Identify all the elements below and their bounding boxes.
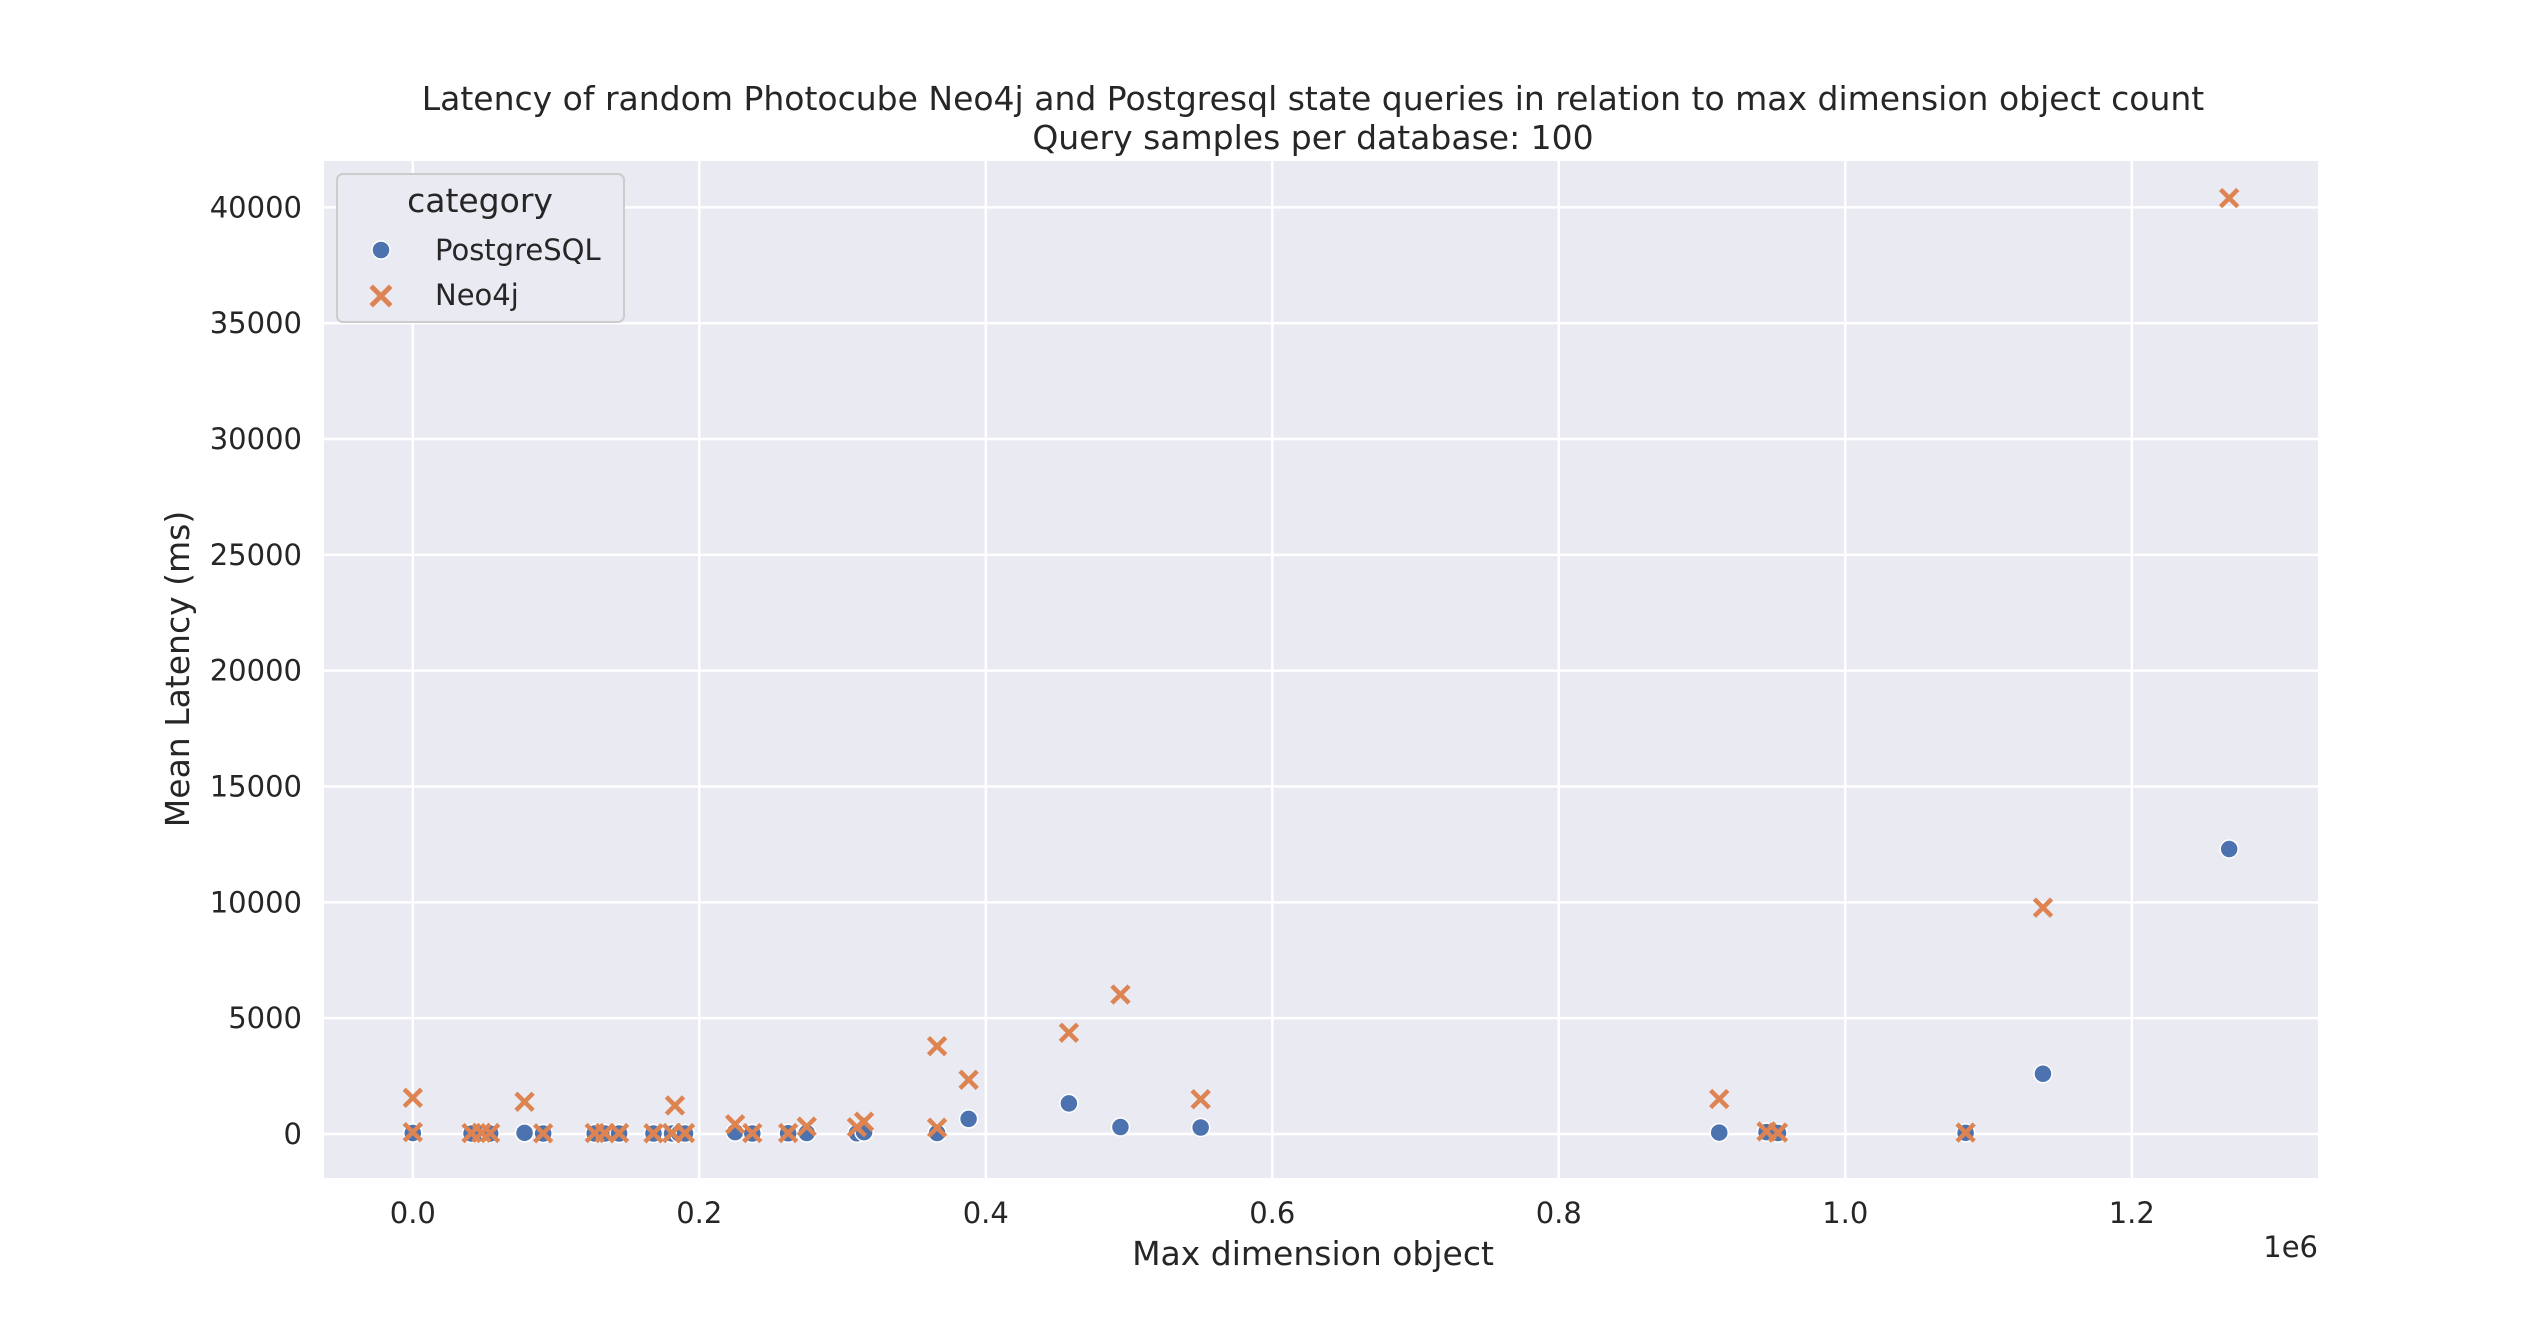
x-tick-label: 1.2	[2109, 1196, 2155, 1230]
y-tick-label: 15000	[210, 769, 302, 803]
point-neo4j	[853, 1111, 875, 1132]
point-postgresql	[1059, 1093, 1079, 1114]
y-tick-label: 40000	[210, 190, 302, 224]
point-neo4j	[479, 1122, 501, 1144]
point-neo4j	[2032, 897, 2054, 918]
legend-label-postgresql: PostgreSQL	[435, 233, 601, 267]
chart-subtitle: Query samples per database: 100	[1032, 118, 1593, 157]
x-tick-label: 0.4	[963, 1196, 1009, 1230]
point-neo4j	[643, 1123, 664, 1144]
chart-title: Latency of random Photocube Neo4j and Po…	[422, 79, 2205, 118]
legend-marker-neo4j	[369, 284, 393, 308]
point-neo4j	[514, 1091, 535, 1112]
point-neo4j	[724, 1114, 746, 1135]
legend-label-neo4j: Neo4j	[435, 278, 519, 312]
point-postgresql	[1190, 1117, 1211, 1138]
y-tick-label: 35000	[210, 306, 302, 340]
y-tick-label: 30000	[210, 422, 302, 456]
point-neo4j	[958, 1069, 979, 1090]
legend: category PostgreSQL Neo4j	[336, 173, 625, 323]
point-neo4j	[674, 1122, 696, 1144]
x-axis-offset-label: 1e6	[2263, 1230, 2318, 1264]
point-postgresql	[514, 1123, 535, 1143]
x-tick-label: 0.6	[1249, 1196, 1295, 1230]
x-tick-label: 0.8	[1536, 1196, 1582, 1230]
x-tick-label: 0.0	[390, 1196, 436, 1230]
point-neo4j	[2219, 187, 2240, 209]
point-neo4j	[1709, 1088, 1730, 1110]
x-tick-label: 1.0	[1822, 1196, 1868, 1230]
point-neo4j	[402, 1121, 423, 1143]
point-neo4j	[661, 1122, 683, 1144]
legend-frame	[336, 173, 625, 323]
point-neo4j	[532, 1123, 554, 1144]
point-neo4j	[926, 1117, 948, 1138]
y-tick-label: 0	[284, 1117, 302, 1151]
point-neo4j	[742, 1122, 763, 1144]
point-neo4j	[777, 1122, 799, 1144]
point-postgresql	[2219, 839, 2239, 859]
legend-title: category	[407, 181, 553, 220]
point-neo4j	[1955, 1122, 1976, 1143]
y-tick-label: 10000	[210, 885, 302, 919]
y-tick-label: 20000	[210, 654, 302, 688]
point-neo4j	[594, 1122, 615, 1144]
point-neo4j	[926, 1035, 948, 1057]
x-axis-label: Max dimension object	[1132, 1234, 1494, 1273]
y-axis-label: Mean Latency (ms)	[158, 511, 197, 827]
point-postgresql	[2033, 1064, 2053, 1084]
point-neo4j	[402, 1087, 423, 1109]
point-neo4j	[608, 1122, 630, 1144]
point-neo4j	[1767, 1122, 1789, 1143]
point-neo4j	[664, 1095, 686, 1116]
point-neo4j	[1190, 1089, 1211, 1110]
x-tick-label: 0.2	[676, 1196, 722, 1230]
y-tick-label: 5000	[228, 1001, 302, 1035]
point-postgresql	[927, 1123, 947, 1143]
point-postgresql	[1709, 1122, 1729, 1143]
y-tick-label: 25000	[210, 538, 302, 572]
legend-marker-postgresql	[371, 240, 391, 260]
point-neo4j	[796, 1116, 817, 1137]
point-postgresql	[958, 1109, 979, 1129]
point-neo4j	[1110, 984, 1131, 1005]
point-neo4j	[1058, 1022, 1080, 1043]
point-postgresql	[1110, 1117, 1131, 1137]
